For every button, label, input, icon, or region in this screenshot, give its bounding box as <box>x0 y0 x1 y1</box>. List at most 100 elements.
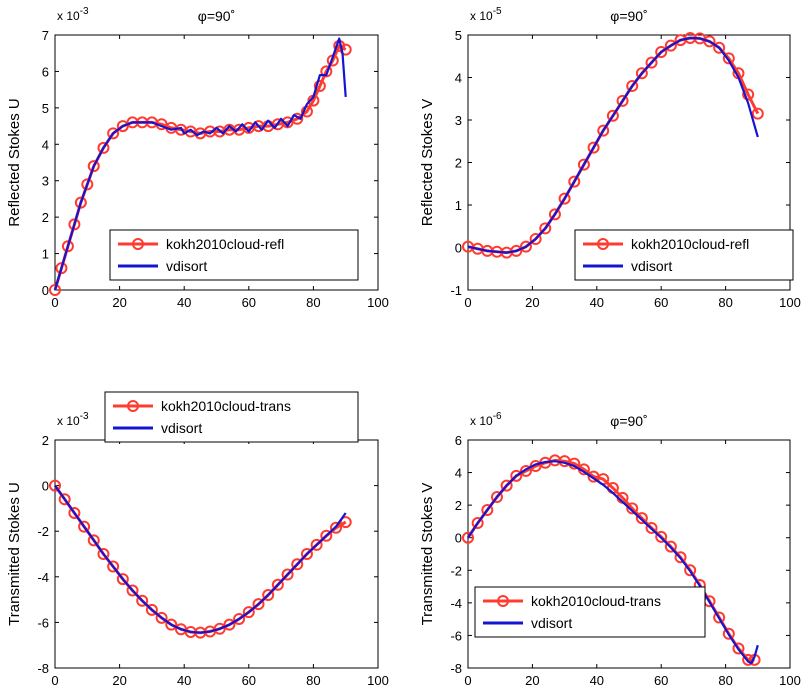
y-tick-label: 2 <box>42 433 49 448</box>
data-point-model <box>223 618 236 631</box>
y-tick-label: -6 <box>37 615 49 630</box>
data-point-model <box>145 603 158 616</box>
y-axis-label: Transmitted Stokes V <box>419 483 436 626</box>
legend-label-model: kokh2010cloud-trans <box>161 398 291 414</box>
data-point-model <box>529 233 542 245</box>
y-tick-label: -2 <box>37 524 49 539</box>
legend-label-vdisort: vdisort <box>631 258 672 274</box>
exponent-power: -6 <box>493 411 502 422</box>
axes-frame <box>467 439 791 669</box>
y-tick-label: -8 <box>37 661 49 676</box>
y-tick-label: 3 <box>42 174 49 189</box>
axis-exponent: x 10-3 <box>57 6 89 23</box>
data-point-model <box>568 175 581 188</box>
y-tick-label: 5 <box>455 28 462 43</box>
series-line-vdisort <box>53 37 347 291</box>
y-tick-label: 4 <box>455 71 462 86</box>
exponent-base: x 10 <box>470 9 493 23</box>
data-point-model <box>664 39 677 52</box>
exponent-base: x 10 <box>57 414 80 428</box>
x-tick-label: 20 <box>112 673 126 688</box>
data-point-model <box>587 141 600 154</box>
y-tick-label: 2 <box>455 498 462 513</box>
series-line-vdisort <box>467 36 759 254</box>
y-tick-label: 0 <box>42 479 49 494</box>
y-tick-label: 5 <box>42 101 49 116</box>
legend-box <box>109 229 359 281</box>
data-point-model <box>645 56 658 69</box>
data-point-model <box>97 548 110 560</box>
data-point-model <box>548 208 561 221</box>
data-point-model <box>558 192 571 205</box>
y-tick-label: 2 <box>42 210 49 225</box>
data-point-model <box>87 534 100 547</box>
x-tick-label: 100 <box>779 673 801 688</box>
data-point-model <box>107 127 120 140</box>
data-point-model <box>616 94 629 107</box>
y-tick-label: 2 <box>455 156 462 171</box>
data-point-model <box>87 160 100 173</box>
data-point-model <box>49 479 61 492</box>
data-point-model <box>55 262 68 275</box>
x-tick-label: 80 <box>306 295 320 310</box>
axes-frame <box>54 34 379 291</box>
data-point-model <box>490 491 503 503</box>
data-point-model <box>242 606 255 619</box>
data-point-model <box>291 558 304 571</box>
y-tick-label: 4 <box>455 466 462 481</box>
y-tick-label: -8 <box>450 661 462 676</box>
legend-label-model: kokh2010cloud-refl <box>631 236 749 252</box>
legend-marker-model <box>497 595 509 607</box>
x-tick-label: 60 <box>242 673 256 688</box>
y-tick-label: 3 <box>455 113 462 128</box>
axis-exponent: x 10-5 <box>470 6 502 23</box>
legend-marker-model <box>127 400 139 412</box>
axis-exponent: x 10-3 <box>57 411 89 428</box>
y-tick-label: 4 <box>42 137 49 152</box>
chart-title: φ=90˚ <box>610 413 648 429</box>
legend-label-vdisort: vdisort <box>161 420 202 436</box>
x-tick-label: 80 <box>306 673 320 688</box>
data-point-model <box>300 548 313 560</box>
data-point-model <box>49 284 61 296</box>
y-tick-label: 6 <box>455 433 462 448</box>
data-point-model <box>68 506 81 519</box>
x-tick-label: 0 <box>51 295 58 310</box>
legend-label-model: kokh2010cloud-trans <box>531 593 661 609</box>
exponent-power: -5 <box>493 6 502 17</box>
x-tick-label: 0 <box>464 295 471 310</box>
chart-title: φ=90˚ <box>198 8 236 24</box>
y-tick-label: -1 <box>450 283 462 298</box>
data-point-model <box>310 538 323 551</box>
y-axis-label: Reflected Stokes V <box>419 99 436 227</box>
y-tick-label: 7 <box>42 28 49 43</box>
data-point-model <box>136 594 149 607</box>
x-tick-label: 20 <box>112 295 126 310</box>
y-tick-label: -4 <box>37 570 49 585</box>
data-point-model <box>107 560 120 573</box>
data-point-model <box>635 67 648 80</box>
x-tick-label: 80 <box>718 673 732 688</box>
y-tick-label: 1 <box>42 247 49 262</box>
data-point-model <box>539 222 552 235</box>
data-point-model <box>271 578 284 591</box>
data-point-model <box>165 618 178 631</box>
y-tick-label: 0 <box>455 241 462 256</box>
x-tick-label: 20 <box>525 673 539 688</box>
series-line-model <box>467 36 760 255</box>
data-point-model <box>74 196 87 209</box>
x-tick-label: 80 <box>718 295 732 310</box>
data-point-model <box>252 598 265 611</box>
data-point-model <box>626 502 639 515</box>
exponent-base: x 10 <box>57 9 80 23</box>
data-point-model <box>519 240 532 253</box>
data-point-model <box>635 512 648 525</box>
x-tick-label: 60 <box>654 673 668 688</box>
data-point-model <box>313 80 326 92</box>
x-tick-label: 0 <box>51 673 58 688</box>
legend-label-vdisort: vdisort <box>531 615 572 631</box>
data-point-model <box>116 573 129 586</box>
data-point-model <box>61 240 74 253</box>
